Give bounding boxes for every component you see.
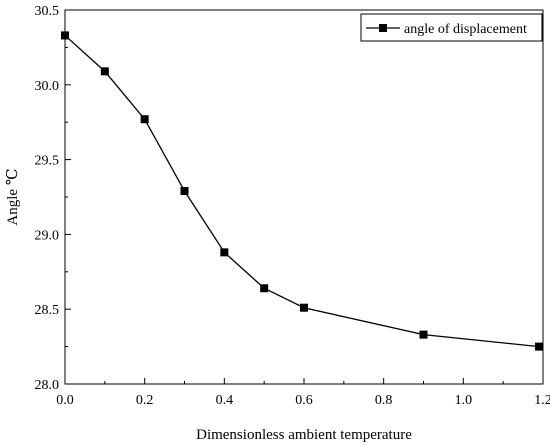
- legend-marker-swatch: [379, 24, 387, 32]
- y-tick-label: 30.5: [35, 4, 60, 19]
- data-point-marker: [300, 303, 308, 312]
- x-tick-label: 0.8: [375, 393, 393, 408]
- y-axis-label: Angle ℃: [5, 168, 21, 225]
- data-point-marker: [535, 342, 544, 351]
- data-point-marker: [100, 67, 109, 76]
- series-line: [64, 34, 540, 348]
- x-tick-label: 1.0: [455, 393, 473, 408]
- x-tick-label: 1.2: [534, 393, 550, 408]
- data-point-marker: [220, 248, 229, 257]
- data-point-marker: [260, 284, 269, 293]
- series-layer: [61, 31, 544, 351]
- data-point-marker: [140, 115, 149, 124]
- y-tick-label: 28.5: [35, 303, 60, 318]
- y-tick-label: 29.0: [35, 228, 60, 243]
- data-point-marker: [419, 330, 428, 339]
- x-tick-label: 0.0: [56, 393, 74, 408]
- y-tick-label: 28.0: [35, 378, 60, 393]
- data-point-marker: [180, 187, 189, 196]
- y-axis-ticks: 28.0 28.5 29.0 29.5 30.0 30.5: [35, 4, 71, 393]
- x-tick-label: 0.4: [216, 393, 234, 408]
- x-axis-label: Dimensionless ambient temperature: [196, 427, 412, 443]
- data-point-marker: [61, 31, 69, 40]
- plot-frame: [64, 9, 544, 385]
- x-axis-ticks: 0.0 0.2 0.4 0.6 0.8 1.0 1.2: [56, 378, 550, 408]
- x-tick-label: 0.6: [295, 393, 313, 408]
- legend-label: angle of displacement: [404, 22, 527, 37]
- y-tick-label: 30.0: [35, 79, 60, 94]
- x-tick-label: 0.2: [136, 393, 154, 408]
- legend: angle of displacement: [360, 13, 543, 42]
- y-tick-label: 29.5: [35, 154, 60, 169]
